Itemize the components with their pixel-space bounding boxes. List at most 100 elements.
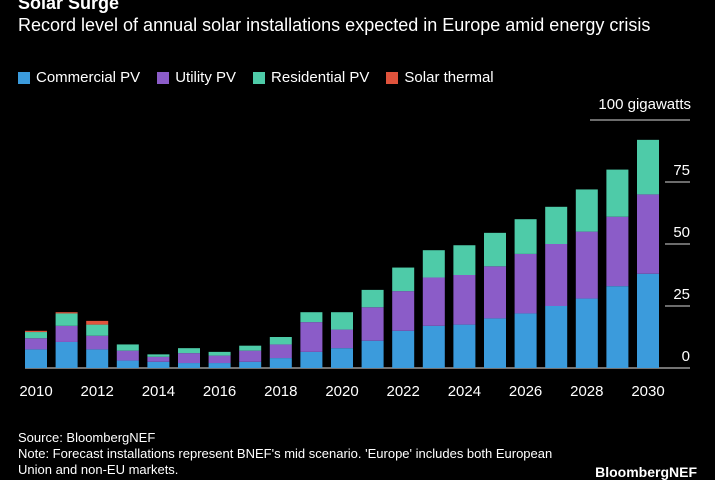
- bar-commercial-pv-2018: [269, 358, 292, 368]
- legend-label-solar-thermal: Solar thermal: [404, 69, 494, 86]
- footer: Source: BloombergNEF Note: Forecast inst…: [18, 430, 578, 478]
- chart-subtitle: Record level of annual solar installatio…: [18, 15, 651, 35]
- bar-commercial-pv-2030: [637, 273, 659, 368]
- bar-commercial-pv-2025: [484, 318, 506, 368]
- bar-commercial-pv-2016: [208, 363, 231, 368]
- bar-solar-thermal-2010: [25, 330, 47, 333]
- legend-item-residential-pv: Residential PV: [253, 69, 369, 86]
- bar-utility-pv-2026: [514, 253, 537, 314]
- x-tick-label-2014: 2014: [142, 383, 175, 400]
- chart-title: Solar Surge: [18, 0, 120, 13]
- bar-residential-pv-2024: [453, 245, 476, 275]
- bar-commercial-pv-2020: [331, 348, 353, 368]
- source-note: Source: BloombergNEF: [18, 430, 156, 445]
- y-tick-label-0: 0: [682, 348, 690, 365]
- bar-solar-thermal-2012: [86, 320, 109, 325]
- bar-utility-pv-2027: [545, 244, 568, 306]
- bar-commercial-pv-2027: [545, 306, 568, 368]
- bar-utility-pv-2012: [86, 335, 109, 350]
- bar-utility-pv-2028: [575, 231, 598, 299]
- bar-commercial-pv-2012: [86, 349, 109, 368]
- bar-residential-pv-2027: [545, 206, 568, 244]
- bar-commercial-pv-2021: [361, 340, 384, 368]
- bar-utility-pv-2017: [239, 350, 262, 362]
- bar-residential-pv-2012: [86, 324, 109, 336]
- bar-commercial-pv-2013: [116, 360, 139, 368]
- bar-commercial-pv-2015: [178, 363, 200, 368]
- x-tick-label-2024: 2024: [448, 383, 481, 400]
- bar-residential-pv-2025: [484, 232, 506, 267]
- bar-commercial-pv-2017: [239, 361, 262, 368]
- bar-residential-pv-2026: [514, 219, 537, 254]
- brand-logo: BloombergNEF: [595, 464, 697, 480]
- legend-swatch-commercial-pv: [18, 71, 30, 84]
- x-tick-label-2020: 2020: [325, 383, 358, 400]
- bar-commercial-pv-2028: [575, 298, 598, 368]
- x-tick-label-2030: 2030: [631, 383, 664, 400]
- bar-utility-pv-2030: [637, 194, 659, 274]
- legend-item-utility-pv: Utility PV: [157, 69, 236, 86]
- bar-solar-thermal-2011: [55, 312, 78, 314]
- bar-utility-pv-2013: [116, 350, 139, 361]
- bar-commercial-pv-2011: [55, 341, 78, 368]
- bar-utility-pv-2015: [178, 353, 200, 364]
- bar-utility-pv-2022: [392, 291, 415, 331]
- x-tick-label-2018: 2018: [264, 383, 297, 400]
- bar-residential-pv-2014: [147, 354, 170, 357]
- bar-utility-pv-2024: [453, 275, 476, 325]
- bar-commercial-pv-2026: [514, 313, 537, 368]
- bar-residential-pv-2022: [392, 267, 415, 292]
- legend-swatch-utility-pv: [157, 71, 170, 84]
- legend-label-utility-pv: Utility PV: [175, 69, 237, 86]
- footnote: Note: Forecast installations represent B…: [18, 446, 553, 477]
- legend-item-solar-thermal: Solar thermal: [386, 69, 494, 86]
- bar-residential-pv-2015: [178, 348, 200, 354]
- legend-swatch-solar-thermal: [386, 71, 399, 84]
- legend-item-commercial-pv: Commercial PV: [18, 69, 140, 86]
- bar-commercial-pv-2023: [422, 325, 445, 368]
- bar-residential-pv-2030: [637, 139, 659, 195]
- bar-residential-pv-2021: [361, 289, 384, 308]
- bar-commercial-pv-2024: [453, 324, 476, 368]
- bar-residential-pv-2023: [422, 250, 445, 278]
- bar-utility-pv-2016: [208, 355, 231, 364]
- bar-commercial-pv-2029: [606, 286, 629, 368]
- bar-utility-pv-2025: [484, 266, 506, 319]
- legend-label-residential-pv: Residential PV: [271, 69, 370, 86]
- bar-residential-pv-2028: [575, 189, 598, 232]
- bar-utility-pv-2020: [331, 329, 353, 349]
- x-tick-label-2016: 2016: [203, 383, 236, 400]
- bar-commercial-pv-2019: [300, 351, 323, 368]
- bar-commercial-pv-2014: [147, 361, 170, 368]
- bar-utility-pv-2014: [147, 356, 170, 362]
- x-tick-label-2012: 2012: [81, 383, 114, 400]
- bar-utility-pv-2010: [25, 338, 47, 350]
- x-tick-label-2022: 2022: [387, 383, 420, 400]
- x-tick-label-2026: 2026: [509, 383, 542, 400]
- legend-label-commercial-pv: Commercial PV: [36, 69, 141, 86]
- y-tick-label-50: 50: [673, 224, 690, 241]
- bar-residential-pv-2013: [116, 344, 139, 351]
- bar-residential-pv-2016: [208, 351, 231, 356]
- bar-commercial-pv-2010: [25, 349, 47, 368]
- bar-utility-pv-2018: [269, 344, 292, 359]
- y-tick-label-75: 75: [673, 162, 690, 179]
- bar-residential-pv-2020: [331, 312, 353, 330]
- legend: Commercial PV Utility PV Residential PV …: [18, 69, 511, 86]
- bar-residential-pv-2018: [269, 337, 292, 345]
- y-axis-unit-label: 100 gigawatts: [598, 96, 691, 113]
- bar-residential-pv-2029: [606, 169, 629, 217]
- bar-residential-pv-2017: [239, 345, 262, 351]
- bar-commercial-pv-2022: [392, 330, 415, 368]
- bar-residential-pv-2010: [25, 332, 47, 339]
- bar-utility-pv-2011: [55, 325, 78, 342]
- bar-residential-pv-2011: [55, 313, 78, 326]
- bar-residential-pv-2019: [300, 312, 323, 323]
- y-tick-label-25: 25: [673, 286, 690, 303]
- legend-swatch-residential-pv: [253, 71, 266, 84]
- bar-utility-pv-2029: [606, 216, 629, 287]
- bar-utility-pv-2021: [361, 307, 384, 341]
- x-tick-label-2010: 2010: [19, 383, 52, 400]
- bar-utility-pv-2019: [300, 322, 323, 352]
